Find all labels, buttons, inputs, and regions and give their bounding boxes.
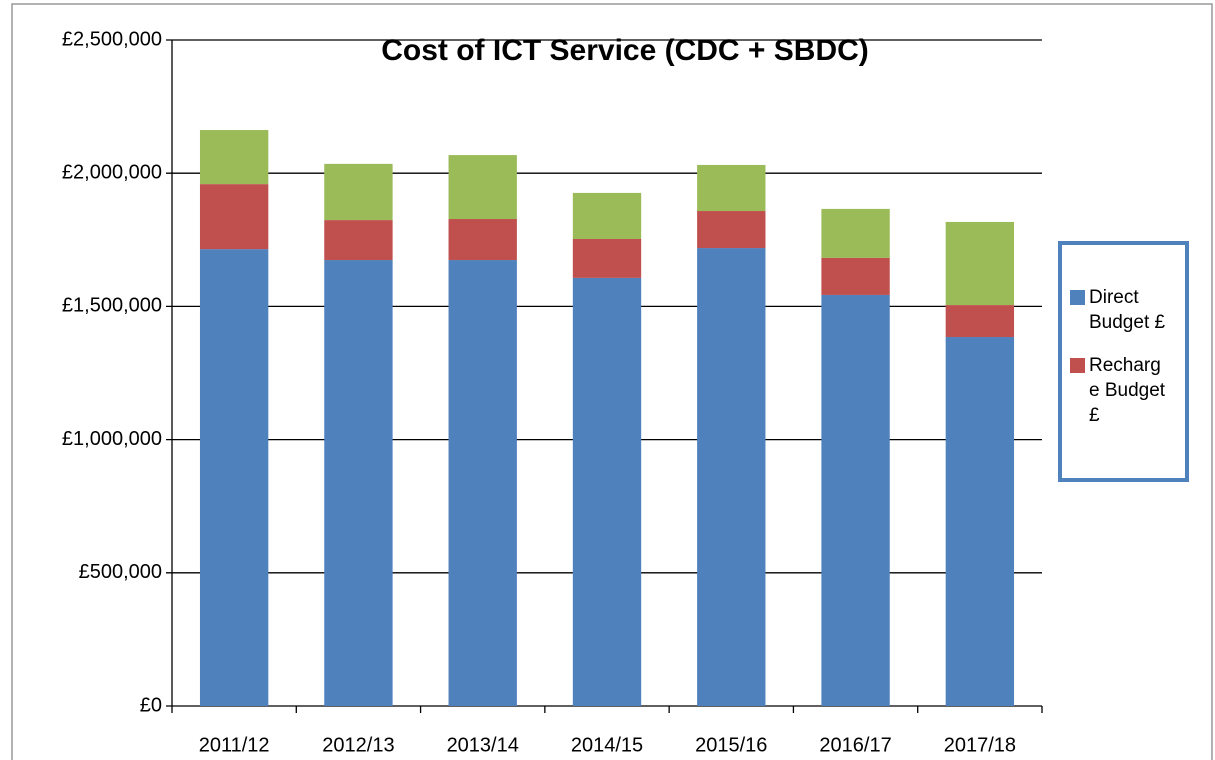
bar-segment bbox=[324, 163, 393, 221]
bar-segment bbox=[324, 260, 393, 706]
bar-segment bbox=[324, 220, 393, 261]
legend-item: Recharge Budget £ bbox=[1070, 353, 1179, 428]
legend: Direct Budget £ Recharge Budget £ bbox=[1058, 241, 1189, 482]
bar-segment bbox=[697, 164, 766, 212]
x-tick-label: 2017/18 bbox=[944, 734, 1016, 756]
bar-segment bbox=[199, 249, 269, 706]
legend-label: Direct Budget £ bbox=[1089, 287, 1166, 333]
bar-segment bbox=[697, 248, 766, 706]
x-tick-label: 2012/13 bbox=[322, 734, 394, 756]
bar-segment bbox=[448, 219, 517, 261]
legend-swatch bbox=[1070, 358, 1085, 373]
bar-segment bbox=[945, 337, 1015, 706]
bar-segment bbox=[697, 211, 766, 249]
y-tick-label: £2,000,000 bbox=[62, 161, 162, 183]
chart-border bbox=[11, 3, 1213, 760]
legend-swatch bbox=[1070, 290, 1085, 305]
bar-segment bbox=[572, 277, 642, 706]
y-tick-label: £0 bbox=[140, 694, 162, 716]
bar-segment bbox=[572, 192, 642, 240]
legend-label: Recharge Budget £ bbox=[1089, 355, 1166, 426]
y-tick-label: £1,000,000 bbox=[62, 428, 162, 450]
bar-segment bbox=[199, 184, 269, 250]
bar-segment bbox=[572, 239, 642, 278]
bar-segment bbox=[821, 208, 890, 258]
y-tick-label: £1,500,000 bbox=[62, 295, 162, 317]
y-tick-label: £500,000 bbox=[79, 561, 162, 583]
x-tick-label: 2013/14 bbox=[447, 734, 519, 756]
x-tick-label: 2011/12 bbox=[199, 734, 270, 756]
bar-segment bbox=[945, 221, 1015, 306]
bar-segment bbox=[448, 260, 517, 706]
x-tick-label: 2016/17 bbox=[819, 734, 891, 756]
bar-segment bbox=[199, 130, 269, 185]
legend-item: Direct Budget £ bbox=[1070, 285, 1179, 335]
chart-title: Cost of ICT Service (CDC + SBDC) bbox=[381, 34, 869, 67]
bar-segment bbox=[821, 257, 890, 295]
x-tick-label: 2015/16 bbox=[695, 734, 767, 756]
bar-segment bbox=[945, 305, 1015, 338]
y-tick-label: £2,500,000 bbox=[62, 28, 162, 50]
x-tick-label: 2014/15 bbox=[571, 734, 643, 756]
bar-segment bbox=[821, 294, 890, 706]
bar-segment bbox=[448, 155, 517, 220]
